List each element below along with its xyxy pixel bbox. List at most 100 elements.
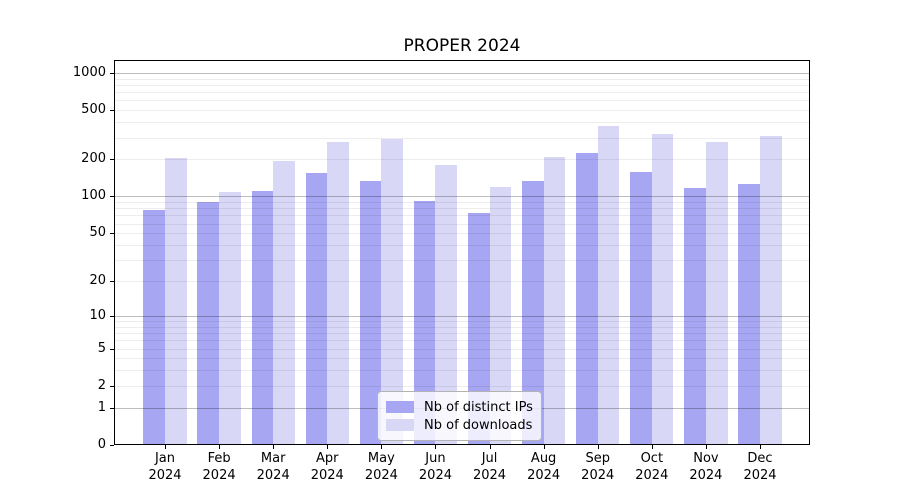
gridline-minor [114, 321, 810, 322]
legend: Nb of distinct IPs Nb of downloads [377, 391, 542, 441]
gridline-minor [114, 245, 810, 246]
gridline-minor [114, 233, 810, 235]
gridline-minor [114, 137, 810, 139]
x-tick-month: Aug [530, 451, 557, 466]
x-tick-mark [381, 445, 383, 449]
bar-downloads-sep [597, 125, 620, 445]
gridline-minor [114, 340, 810, 342]
bar-distinct-ips-aug [522, 180, 544, 445]
x-tick-mark [435, 445, 437, 449]
x-tick-month: Jan [154, 451, 176, 466]
x-tick-label-apr: Apr 2024 [299, 450, 355, 484]
x-tick-label-aug: Aug 2024 [516, 450, 572, 484]
bar-downloads-apr [327, 141, 349, 445]
bar-downloads-nov [705, 141, 728, 445]
gridline-minor [114, 358, 810, 360]
y-tick-mark [110, 445, 114, 446]
bar-distinct-ips-mar [251, 190, 274, 445]
x-tick-label-jun: Jun 2024 [407, 450, 463, 484]
y-tick-label: 1 [97, 399, 106, 415]
x-tick-mark [651, 445, 653, 449]
y-tick-label: 0 [97, 437, 106, 452]
x-tick-label-feb: Feb 2024 [191, 450, 247, 484]
gridline-minor [114, 326, 810, 328]
gridline-minor [114, 333, 810, 335]
gridline-minor [114, 385, 810, 387]
bar-downloads-dec [760, 135, 782, 445]
x-tick-month: Oct [640, 451, 664, 466]
x-tick-label-jul: Jul 2024 [462, 450, 518, 484]
x-tick-mark [597, 445, 599, 449]
x-tick-mark [273, 445, 275, 449]
x-tick-label-mar: Mar 2024 [245, 450, 301, 484]
x-tick-month: Nov [693, 451, 719, 466]
bar-downloads-aug [543, 157, 566, 445]
legend-swatch-distinct-ips-icon [386, 401, 414, 413]
x-tick-month: Jun [425, 451, 446, 466]
x-tick-year: 2024 [581, 468, 615, 483]
x-tick-mark [165, 445, 166, 449]
gridline-minor [114, 348, 810, 350]
gridline-minor [114, 202, 810, 204]
x-tick-month: Feb [207, 451, 231, 466]
x-tick-month: Jul [481, 451, 498, 466]
x-tick-mark [327, 445, 329, 449]
bar-distinct-ips-jan [143, 210, 165, 445]
y-tick-label: 200 [81, 151, 106, 167]
x-tick-year: 2024 [527, 468, 561, 483]
x-tick-year: 2024 [472, 468, 507, 483]
legend-swatch-downloads-icon [386, 419, 414, 431]
y-tick-mark [110, 385, 114, 387]
x-tick-year: 2024 [202, 468, 236, 483]
x-tick-year: 2024 [256, 468, 290, 483]
y-tick-label: 100 [81, 188, 106, 204]
gridline-minor [114, 122, 810, 124]
x-tick-mark [219, 445, 221, 449]
x-tick-year: 2024 [635, 468, 669, 483]
gridline-minor [114, 84, 810, 86]
y-tick-label: 20 [89, 273, 106, 289]
bar-downloads-jun [435, 164, 458, 445]
x-tick-mark [543, 445, 545, 449]
gridline-minor [114, 215, 810, 217]
bar-distinct-ips-oct [630, 171, 652, 445]
x-tick-label-jan: Jan 2024 [137, 450, 193, 484]
bar-distinct-ips-dec [738, 184, 760, 445]
y-tick-label: 10 [89, 307, 106, 323]
x-tick-year: 2024 [689, 468, 723, 483]
bar-downloads-may [381, 138, 403, 445]
x-tick-mark [489, 445, 491, 449]
bar-distinct-ips-nov [684, 187, 706, 445]
gridline-minor [114, 159, 810, 161]
bar-distinct-ips-feb [197, 202, 220, 445]
legend-entry-distinct-ips: Nb of distinct IPs [386, 398, 533, 416]
chart-title: PROPER 2024 [403, 36, 521, 56]
y-tick-mark [110, 159, 114, 161]
bar-downloads-oct [651, 133, 674, 445]
y-tick-mark [110, 196, 114, 198]
x-tick-year: 2024 [743, 468, 777, 483]
bar-distinct-ips-jul [467, 213, 490, 445]
y-tick-mark [110, 110, 114, 112]
x-tick-year: 2024 [310, 468, 344, 483]
bar-downloads-feb [219, 192, 241, 445]
x-tick-month: Dec [747, 451, 773, 466]
x-tick-month: Apr [316, 451, 339, 466]
y-tick-label: 1000 [72, 64, 106, 80]
gridline-minor [114, 223, 810, 225]
gridline-major [114, 196, 810, 198]
y-tick-mark [110, 407, 114, 409]
x-tick-year: 2024 [418, 468, 452, 483]
gridline-minor [114, 78, 810, 80]
y-tick-label: 500 [81, 102, 106, 118]
bar-downloads-mar [273, 161, 295, 445]
x-tick-month: May [367, 451, 395, 466]
bar-distinct-ips-may [359, 180, 382, 445]
x-tick-year: 2024 [148, 468, 182, 483]
gridline-minor [114, 260, 810, 262]
x-tick-label-sep: Sep 2024 [570, 450, 626, 484]
bar-downloads-jan [165, 157, 187, 445]
x-tick-month: Sep [585, 451, 610, 466]
x-tick-year: 2024 [364, 468, 398, 483]
